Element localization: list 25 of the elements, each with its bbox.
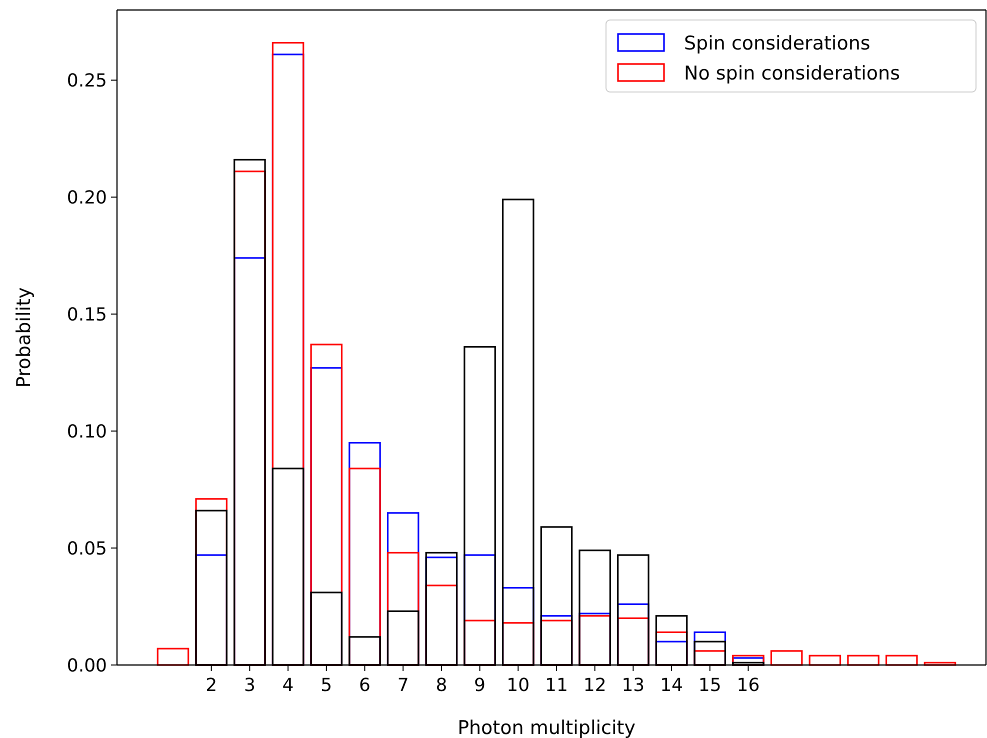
y-tick-label: 0.10: [66, 421, 107, 442]
x-tick-label: 9: [474, 675, 486, 696]
x-tick-label: 2: [206, 675, 218, 696]
y-tick-label: 0.15: [66, 304, 107, 326]
y-tick-label: 0.00: [66, 655, 107, 676]
x-tick-label: 4: [282, 675, 294, 696]
x-tick-label: 14: [660, 675, 683, 696]
x-tick-label: 16: [736, 675, 760, 696]
x-tick-label: 10: [506, 675, 530, 696]
x-tick-label: 7: [397, 675, 409, 696]
x-tick-label: 11: [545, 675, 568, 696]
x-axis-title: Photon multiplicity: [458, 717, 636, 738]
y-tick-label: 0.25: [66, 70, 107, 92]
x-tick-label: 15: [698, 675, 722, 696]
x-tick-label: 6: [359, 675, 370, 696]
x-tick-label: 3: [244, 675, 256, 696]
x-tick-label: 13: [622, 675, 645, 696]
y-tick-label: 0.05: [66, 538, 107, 560]
legend-label: No spin considerations: [684, 62, 900, 85]
x-tick-label: 8: [436, 675, 448, 696]
legend-label: Spin considerations: [684, 32, 870, 55]
y-axis-title: Probability: [13, 287, 35, 388]
x-tick-label: 5: [320, 675, 332, 696]
x-tick-label: 12: [583, 675, 606, 696]
y-tick-label: 0.20: [66, 187, 107, 208]
